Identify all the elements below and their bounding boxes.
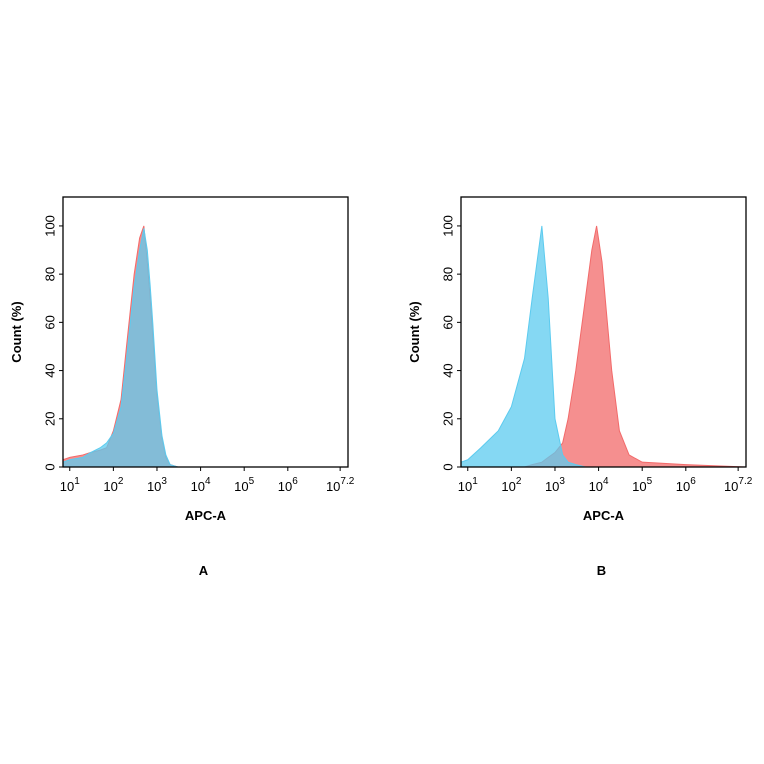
x-tick-exponent: 1 bbox=[472, 476, 478, 487]
y-tick-label: 0 bbox=[42, 463, 57, 470]
x-tick-label: 103 bbox=[147, 476, 167, 494]
y-tick-label: 20 bbox=[440, 412, 455, 426]
x-tick-exponent: 3 bbox=[161, 476, 167, 487]
x-tick-base: 10 bbox=[501, 479, 515, 494]
x-tick-base: 10 bbox=[278, 479, 292, 494]
x-tick-label: 105 bbox=[234, 476, 254, 494]
x-axis-label: APC-A bbox=[583, 508, 625, 523]
x-tick-base: 10 bbox=[103, 479, 117, 494]
x-tick-base: 10 bbox=[724, 479, 738, 494]
x-axis-label: APC-A bbox=[185, 508, 227, 523]
y-tick-label: 60 bbox=[440, 315, 455, 329]
x-tick-label: 107.2 bbox=[326, 476, 355, 494]
y-tick-label: 40 bbox=[440, 363, 455, 377]
x-tick-label: 106 bbox=[676, 476, 696, 494]
panel-label: A bbox=[199, 563, 209, 578]
x-tick-base: 10 bbox=[326, 479, 340, 494]
x-tick-label: 102 bbox=[103, 476, 123, 494]
x-tick-exponent: 1 bbox=[74, 476, 80, 487]
histogram-area bbox=[62, 225, 348, 468]
y-tick-label: 80 bbox=[42, 267, 57, 281]
y-axis-label: Count (%) bbox=[9, 301, 24, 362]
y-tick-label: 100 bbox=[440, 215, 455, 237]
x-tick-exponent: 6 bbox=[690, 476, 696, 487]
x-tick-exponent: 5 bbox=[249, 476, 255, 487]
x-tick-label: 102 bbox=[501, 476, 521, 494]
x-tick-exponent: 4 bbox=[603, 476, 609, 487]
x-tick-base: 10 bbox=[234, 479, 248, 494]
y-axis-label: Count (%) bbox=[407, 301, 422, 362]
x-tick-exponent: 7.2 bbox=[340, 476, 354, 487]
x-tick-base: 10 bbox=[191, 479, 205, 494]
x-tick-label: 107.2 bbox=[724, 476, 753, 494]
x-tick-base: 10 bbox=[458, 479, 472, 494]
x-tick-exponent: 2 bbox=[118, 476, 124, 487]
x-tick-label: 105 bbox=[632, 476, 652, 494]
x-tick-label: 101 bbox=[60, 476, 80, 494]
x-tick-base: 10 bbox=[632, 479, 646, 494]
y-tick-label: 0 bbox=[440, 463, 455, 470]
x-tick-exponent: 4 bbox=[205, 476, 211, 487]
y-tick-label: 20 bbox=[42, 412, 57, 426]
y-tick-label: 60 bbox=[42, 315, 57, 329]
x-tick-base: 10 bbox=[676, 479, 690, 494]
x-tick-exponent: 7.2 bbox=[738, 476, 752, 487]
histogram-area bbox=[62, 228, 348, 468]
x-tick-label: 104 bbox=[589, 476, 609, 494]
x-tick-label: 104 bbox=[191, 476, 211, 494]
x-tick-label: 101 bbox=[458, 476, 478, 494]
x-tick-exponent: 2 bbox=[516, 476, 522, 487]
x-tick-exponent: 5 bbox=[647, 476, 653, 487]
x-tick-label: 106 bbox=[278, 476, 298, 494]
x-tick-label: 103 bbox=[545, 476, 565, 494]
plot-frame bbox=[460, 196, 747, 468]
x-tick-exponent: 6 bbox=[292, 476, 298, 487]
x-tick-base: 10 bbox=[545, 479, 559, 494]
plot-frame bbox=[62, 196, 349, 468]
x-tick-base: 10 bbox=[60, 479, 74, 494]
x-tick-base: 10 bbox=[589, 479, 603, 494]
y-tick-label: 40 bbox=[42, 363, 57, 377]
y-tick-label: 80 bbox=[440, 267, 455, 281]
panel-label: B bbox=[597, 563, 606, 578]
y-tick-label: 100 bbox=[42, 215, 57, 237]
x-tick-exponent: 3 bbox=[559, 476, 565, 487]
x-tick-base: 10 bbox=[147, 479, 161, 494]
